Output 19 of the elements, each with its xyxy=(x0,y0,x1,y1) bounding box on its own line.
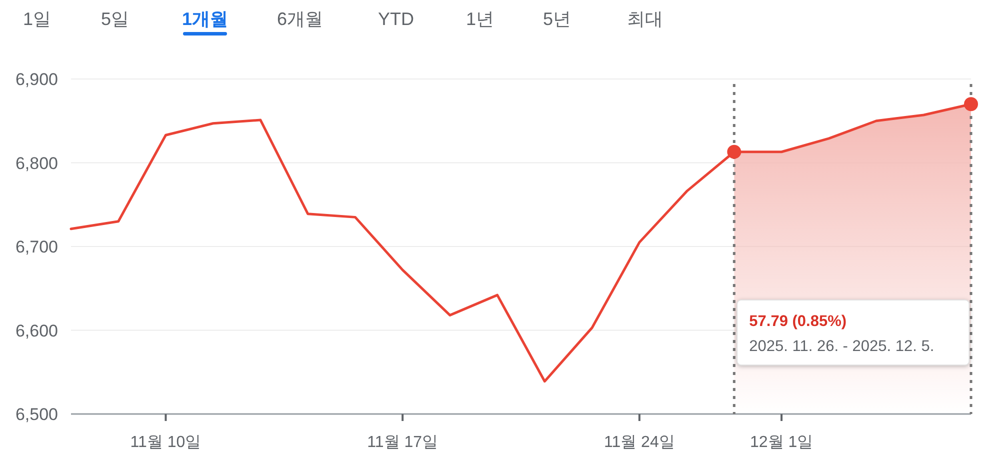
text: 1년 xyxy=(466,9,494,29)
text: 6개월 xyxy=(276,9,324,29)
y-tick-label: 6,700 xyxy=(15,238,58,256)
x-tick-label: 11월 17일 xyxy=(367,434,438,451)
y-tick-label: 6,500 xyxy=(15,405,58,424)
x-tick-label: 11월 10일 xyxy=(130,434,202,451)
y-tick-label: 6,800 xyxy=(15,154,58,173)
text: 최대 xyxy=(627,9,663,29)
text: 5년 xyxy=(542,9,572,29)
y-tick-label: 6,600 xyxy=(15,321,58,340)
x-tick-label: 11월 24일 xyxy=(604,434,675,451)
text: 5일 xyxy=(100,9,130,29)
text: YTD xyxy=(378,9,414,29)
annotation: 2025. 11. 26. - 2025. 12. 5. xyxy=(749,338,934,355)
x-tick-label: 12월 1일 xyxy=(750,434,814,451)
text: 1일 xyxy=(22,9,52,29)
annotation: 57.79 (0.85%) xyxy=(749,313,847,330)
text: 1개월 xyxy=(182,9,228,29)
y-tick-label: 6,900 xyxy=(15,70,58,89)
